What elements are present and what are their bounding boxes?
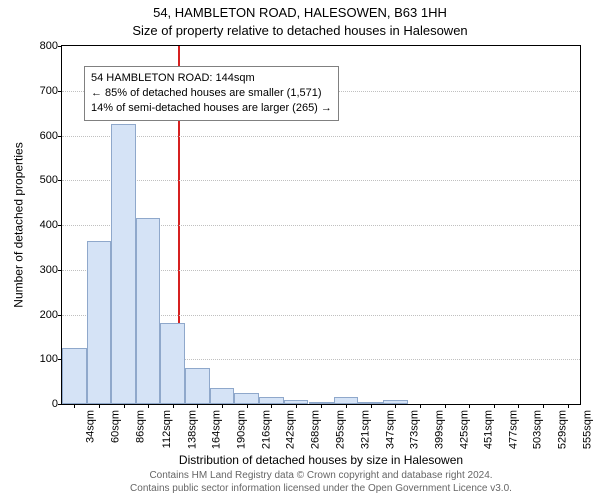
ytick-mark [58,136,62,137]
xtick-mark [568,404,569,408]
bar [234,393,259,404]
xtick-label: 164sqm [211,410,223,449]
y-axis-title-text: Number of detached properties [12,142,26,307]
xtick-label: 190sqm [236,410,248,449]
bar [87,241,112,404]
xtick-mark [420,404,421,408]
xtick-label: 347sqm [384,410,396,449]
xtick-mark [543,404,544,408]
ytick-mark [58,91,62,92]
ytick-label: 300 [28,264,58,276]
xtick-label: 321sqm [360,410,372,449]
xtick-mark [197,404,198,408]
bar [334,397,359,404]
footer-line-2: Contains public sector information licen… [61,483,581,496]
xtick-label: 373sqm [409,410,421,449]
xtick-label: 399sqm [434,410,446,449]
xtick-mark [346,404,347,408]
xtick-mark [247,404,248,408]
ytick-mark [58,180,62,181]
ytick-mark [58,270,62,271]
xtick-label: 112sqm [161,410,173,448]
annotation-line: 14% of semi-detached houses are larger (… [91,101,332,116]
ytick-label: 400 [28,219,58,231]
grid-line [62,136,580,137]
ytick-label: 500 [28,174,58,186]
annotation-line: ← 85% of detached houses are smaller (1,… [91,86,332,101]
xtick-mark [296,404,297,408]
bar [185,368,210,404]
ytick-mark [58,404,62,405]
ytick-label: 200 [28,309,58,321]
chart-title: Size of property relative to detached ho… [1,23,599,38]
chart-container: 54, HAMBLETON ROAD, HALESOWEN, B63 1HH S… [0,0,600,500]
xtick-label: 529sqm [557,410,569,449]
xtick-label: 268sqm [309,410,321,449]
annotation-line: 54 HAMBLETON ROAD: 144sqm [91,71,332,86]
xtick-mark [222,404,223,408]
xtick-label: 34sqm [85,410,97,443]
xtick-mark [371,404,372,408]
ytick-mark [58,46,62,47]
footer-line-1: Contains HM Land Registry data © Crown c… [61,470,581,483]
x-axis-title: Distribution of detached houses by size … [61,453,581,467]
xtick-mark [395,404,396,408]
xtick-label: 477sqm [507,410,519,449]
plot-area: 010020030040050060070080034sqm60sqm86sqm… [61,45,581,405]
ytick-label: 600 [28,130,58,142]
xtick-mark [173,404,174,408]
xtick-mark [321,404,322,408]
annotation-box: 54 HAMBLETON ROAD: 144sqm← 85% of detach… [84,66,339,121]
ytick-label: 700 [28,85,58,97]
xtick-mark [74,404,75,408]
xtick-mark [445,404,446,408]
xtick-mark [99,404,100,408]
xtick-label: 60sqm [109,410,121,443]
xtick-label: 138sqm [186,410,198,449]
xtick-mark [271,404,272,408]
bar [210,388,235,404]
xtick-label: 425sqm [458,410,470,449]
xtick-label: 86sqm [134,410,146,443]
bar [62,348,87,404]
footer: Contains HM Land Registry data © Crown c… [61,470,581,495]
xtick-label: 555sqm [581,410,593,449]
xtick-label: 216sqm [260,410,272,449]
xtick-label: 451sqm [483,410,495,449]
xtick-label: 295sqm [335,410,347,449]
ytick-mark [58,225,62,226]
xtick-mark [518,404,519,408]
xtick-label: 503sqm [532,410,544,449]
ytick-label: 100 [28,353,58,365]
bar [259,397,284,404]
ytick-label: 800 [28,40,58,52]
bar [136,218,161,404]
xtick-mark [469,404,470,408]
ytick-mark [58,315,62,316]
y-axis-title: Number of detached properties [11,45,27,405]
grid-line [62,180,580,181]
bar [111,124,136,404]
bar [160,323,185,404]
xtick-mark [148,404,149,408]
super-title: 54, HAMBLETON ROAD, HALESOWEN, B63 1HH [1,5,599,20]
xtick-mark [124,404,125,408]
xtick-mark [494,404,495,408]
ytick-label: 0 [28,398,58,410]
xtick-label: 242sqm [285,410,297,449]
